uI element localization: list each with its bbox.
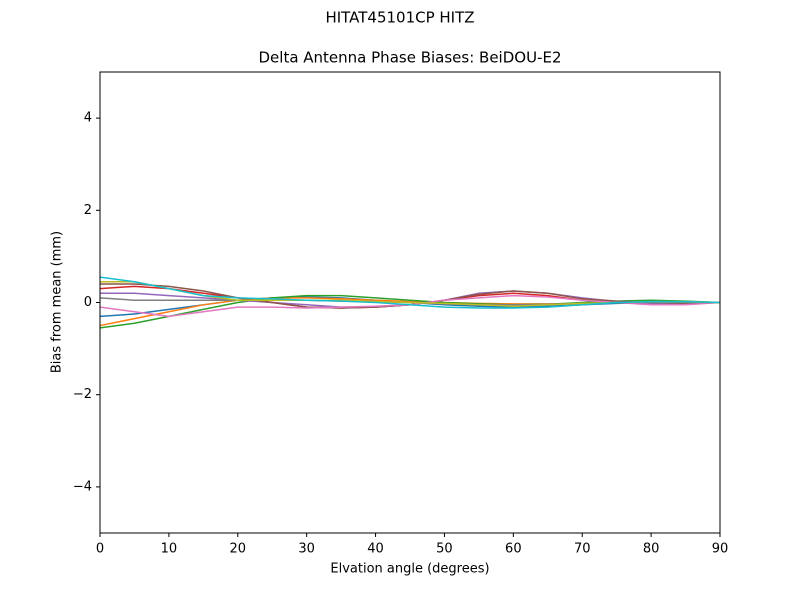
x-tick-label: 40: [367, 542, 384, 557]
plot-area: [99, 276, 721, 329]
x-tick-label: 80: [643, 542, 660, 557]
x-tick-label: 70: [574, 542, 591, 557]
x-tick-label: 60: [505, 542, 522, 557]
x-tick-label: 20: [230, 542, 247, 557]
x-axis-label: Elvation angle (degrees): [330, 562, 489, 577]
series-line: [99, 276, 721, 309]
suptitle: HITAT45101CP HITZ: [325, 9, 474, 27]
y-tick-label: 4: [84, 111, 92, 126]
chart-title: Delta Antenna Phase Biases: BeiDOU-E2: [259, 49, 562, 67]
x-tick-label: 0: [96, 542, 104, 557]
y-tick-label: −2: [73, 387, 92, 402]
y-tick-label: −4: [73, 479, 92, 494]
y-axis-label: Bias from mean (mm): [50, 231, 65, 373]
x-tick-label: 10: [161, 542, 178, 557]
x-tick-label: 30: [298, 542, 315, 557]
y-tick-label: 2: [84, 203, 92, 218]
x-tick-label: 90: [712, 542, 729, 557]
x-tick-label: 50: [436, 542, 453, 557]
y-tick-label: 0: [84, 295, 92, 310]
